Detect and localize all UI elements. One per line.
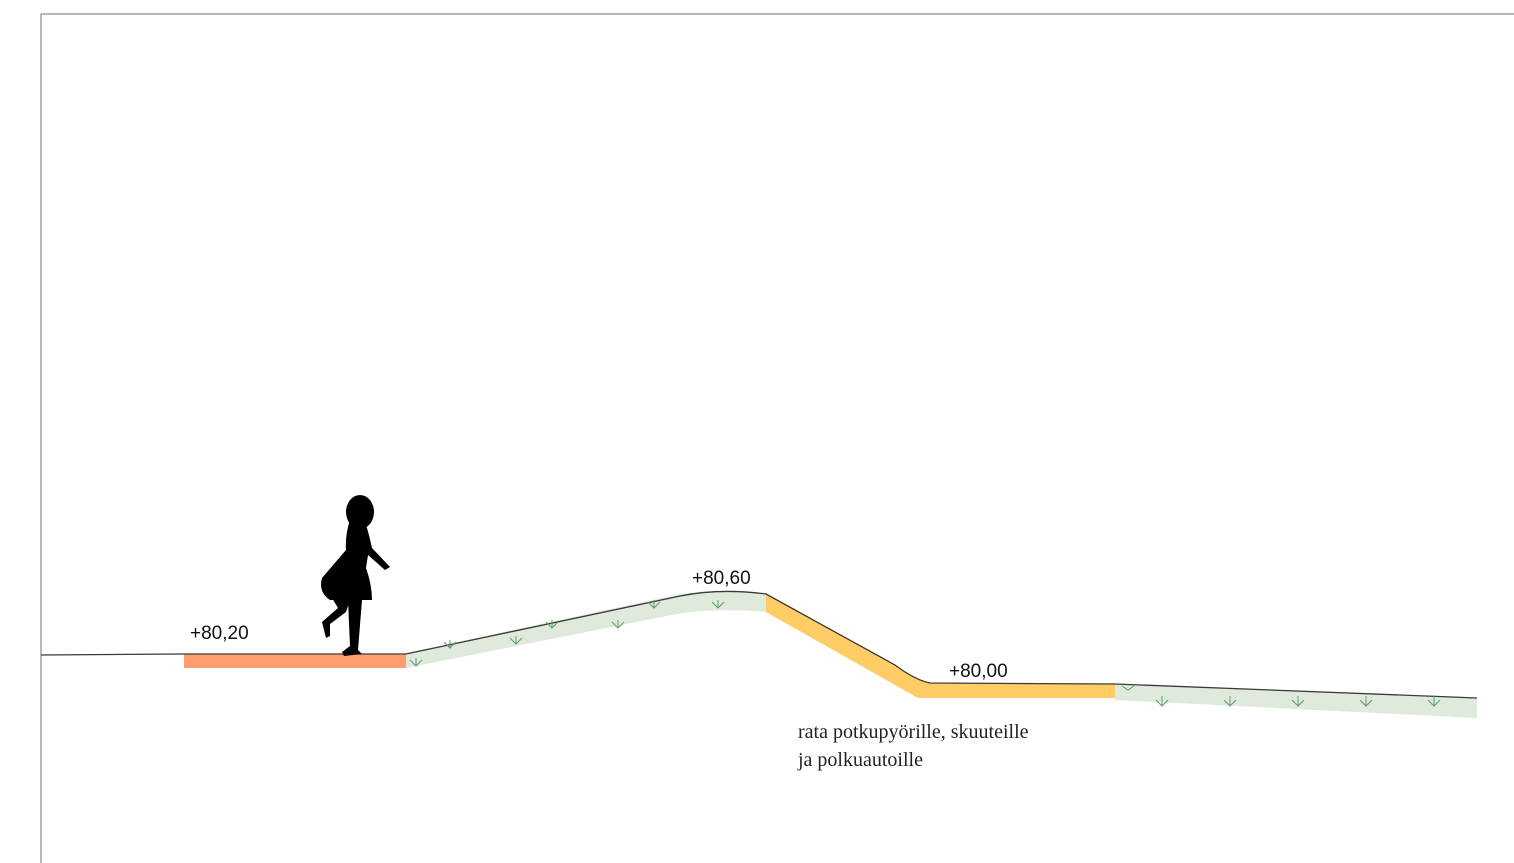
grass-symbol [443, 640, 457, 649]
grass-symbol [1155, 696, 1169, 707]
level-label-track-bottom: +80,00 [949, 661, 1008, 682]
grass-slope-right [1115, 684, 1477, 718]
caption-line-1: rata potkupyörille, skuuteille [798, 721, 1029, 743]
grass-symbol [711, 600, 725, 609]
grass-symbol [545, 620, 559, 629]
grass-symbols [409, 600, 1441, 707]
grass-symbol [509, 636, 523, 645]
grass-slope-up [406, 590, 766, 668]
grass-symbol [647, 600, 661, 609]
ground-line [40, 590, 1478, 699]
grass-symbol [409, 658, 423, 667]
grass-symbol [1223, 696, 1237, 707]
drawing-frame [40, 13, 1514, 863]
caption-line-2: ja polkuautoille [797, 749, 923, 771]
grass-symbol [1291, 696, 1305, 707]
child-silhouette [321, 495, 390, 656]
grass-symbol [611, 620, 625, 629]
track-surface [766, 593, 1115, 698]
grass-symbol [1427, 696, 1441, 707]
grass-symbol [1121, 685, 1135, 691]
grass-symbol [1359, 696, 1373, 707]
level-label-crest: +80,60 [692, 568, 751, 589]
level-label-start: +80,20 [190, 623, 249, 644]
paved-surface-strip [184, 654, 406, 668]
